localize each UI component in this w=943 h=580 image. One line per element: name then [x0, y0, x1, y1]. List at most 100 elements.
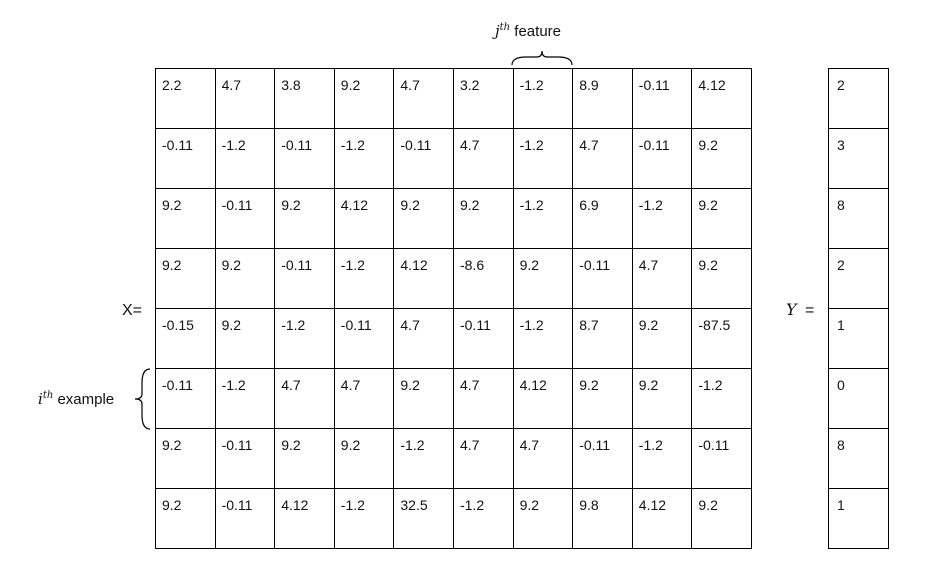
- y-cell: 1: [829, 489, 889, 549]
- y-cell: 2: [829, 69, 889, 129]
- matrix-cell: -1.2: [692, 369, 752, 429]
- matrix-cell: 4.12: [275, 489, 335, 549]
- matrix-cell: -1.2: [513, 309, 574, 369]
- y-label-var: Y: [786, 300, 797, 319]
- matrix-cell: 9.2: [692, 189, 752, 249]
- matrix-cell: -0.11: [156, 369, 216, 429]
- matrix-cell: -0.11: [632, 129, 693, 189]
- matrix-cell: 9.2: [334, 69, 395, 129]
- matrix-cell: 9.2: [215, 309, 276, 369]
- feature-text: feature: [514, 23, 561, 40]
- example-symbol: i: [38, 390, 43, 408]
- matrix-cell: 8.9: [573, 69, 633, 129]
- matrix-cell: 9.2: [156, 489, 216, 549]
- matrix-cell: 32.5: [394, 489, 454, 549]
- matrix-cell: -1.2: [334, 249, 395, 309]
- matrix-cell: 9.2: [632, 369, 693, 429]
- matrix-cell: -0.11: [215, 489, 276, 549]
- matrix-cell: 9.2: [275, 189, 335, 249]
- matrix-cell: -0.11: [632, 69, 693, 129]
- matrix-cell: 9.2: [692, 249, 752, 309]
- feature-symbol: j: [495, 22, 500, 40]
- matrix-cell: -0.11: [215, 189, 276, 249]
- matrix-cell: 2.2: [156, 69, 216, 129]
- matrix-cell: 9.2: [334, 429, 395, 489]
- matrix-cell: -0.11: [692, 429, 752, 489]
- matrix-cell: -1.2: [513, 129, 574, 189]
- matrix-cell: 9.2: [513, 249, 574, 309]
- matrix-cell: -0.11: [156, 129, 216, 189]
- matrix-cell: 9.2: [156, 429, 216, 489]
- matrix-cell: -0.11: [334, 309, 395, 369]
- y-label-eq: =: [805, 302, 815, 319]
- matrix-cell: 8.7: [573, 309, 633, 369]
- example-text: example: [57, 391, 115, 408]
- matrix-cell: -1.2: [275, 309, 335, 369]
- matrix-cell: -0.11: [275, 249, 335, 309]
- matrix-cell: -0.11: [453, 309, 514, 369]
- matrix-cell: -1.2: [394, 429, 454, 489]
- matrix-cell: 4.7: [632, 249, 693, 309]
- feature-label: jth feature: [495, 22, 561, 40]
- y-cell: 1: [829, 309, 889, 369]
- matrix-cell: 9.2: [215, 249, 276, 309]
- matrix-cell: 9.2: [156, 189, 216, 249]
- matrix-cell: 4.7: [275, 369, 335, 429]
- y-cell: 8: [829, 429, 889, 489]
- matrix-cell: 4.12: [632, 489, 693, 549]
- matrix-cell: -1.2: [334, 489, 395, 549]
- matrix-cell: -1.2: [215, 129, 276, 189]
- matrix-cell: 4.7: [453, 129, 514, 189]
- matrix-cell: 4.7: [394, 69, 454, 129]
- matrix-cell: 3.2: [453, 69, 514, 129]
- matrix-cell: 9.2: [513, 489, 574, 549]
- matrix-cell: -87.5: [692, 309, 752, 369]
- matrix-cell: 6.9: [573, 189, 633, 249]
- matrix-cell: -0.11: [573, 429, 633, 489]
- matrix-cell: 4.7: [453, 369, 514, 429]
- matrix-cell: 4.12: [692, 69, 752, 129]
- matrix-cell: 9.2: [394, 189, 454, 249]
- y-cell: 0: [829, 369, 889, 429]
- matrix-cell: -1.2: [632, 189, 693, 249]
- matrix-cell: -1.2: [632, 429, 693, 489]
- matrix-cell: 4.7: [453, 429, 514, 489]
- matrix-cell: 9.2: [275, 429, 335, 489]
- matrix-cell: 9.2: [632, 309, 693, 369]
- matrix-cell: 4.12: [513, 369, 574, 429]
- matrix-cell: -0.11: [394, 129, 454, 189]
- matrix-cell: 9.2: [453, 189, 514, 249]
- matrix-cell: 4.12: [334, 189, 395, 249]
- matrix-cell: 4.7: [334, 369, 395, 429]
- matrix-cell: -8.6: [453, 249, 514, 309]
- matrix-cell: 9.2: [573, 369, 633, 429]
- x-label: X=: [122, 302, 143, 319]
- matrix-cell: -1.2: [453, 489, 514, 549]
- example-superscript: th: [42, 390, 54, 401]
- matrix-cell: -0.11: [573, 249, 633, 309]
- matrix-cell: 9.2: [692, 129, 752, 189]
- matrix-cell: 9.2: [156, 249, 216, 309]
- matrix-cell: -0.15: [156, 309, 216, 369]
- matrix-cell: -0.11: [275, 129, 335, 189]
- x-matrix: 2.2 4.7 3.8 9.2 4.7 3.2 -1.2 8.9 -0.11 4.12 -0.11-…: [155, 68, 752, 549]
- matrix-cell: 3.8: [275, 69, 335, 129]
- y-label: Y =: [786, 300, 814, 320]
- matrix-cell: 4.7: [394, 309, 454, 369]
- matrix-cell: 4.12: [394, 249, 454, 309]
- matrix-cell: -1.2: [513, 189, 574, 249]
- matrix-cell: 4.7: [573, 129, 633, 189]
- y-cell: 3: [829, 129, 889, 189]
- y-cell: 2: [829, 249, 889, 309]
- feature-superscript: th: [499, 22, 511, 33]
- matrix-cell: 9.8: [573, 489, 633, 549]
- y-cell: 8: [829, 189, 889, 249]
- matrix-cell: 9.2: [394, 369, 454, 429]
- matrix-cell: 4.7: [513, 429, 574, 489]
- matrix-cell: -1.2: [334, 129, 395, 189]
- matrix-cell: 9.2: [692, 489, 752, 549]
- matrix-cell: -1.2: [215, 369, 276, 429]
- feature-brace: [511, 50, 573, 66]
- matrix-cell: 4.7: [215, 69, 276, 129]
